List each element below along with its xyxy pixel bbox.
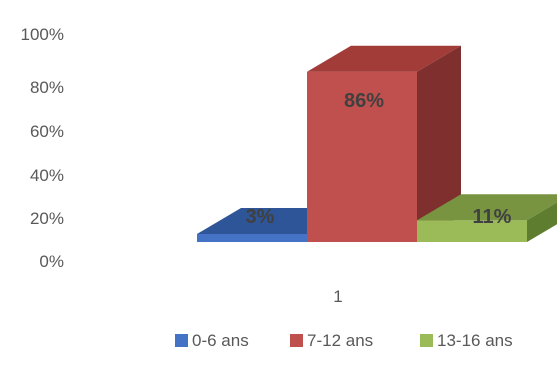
bar-3d-7-12-ans — [307, 45, 461, 242]
y-axis: 0% 20% 40% 60% 80% 100% — [21, 25, 64, 271]
bar-top — [307, 45, 461, 72]
bar-side — [527, 202, 557, 242]
data-label: 11% — [473, 206, 512, 228]
data-labels: 3% 86% 11% — [246, 90, 512, 228]
y-tick-label: 80% — [30, 78, 64, 97]
bar-3d-13-16-ans — [417, 194, 557, 242]
y-tick-label: 100% — [21, 25, 64, 44]
bar-front — [197, 234, 307, 242]
data-label: 86% — [344, 90, 384, 112]
bar-side — [417, 45, 461, 242]
legend-swatch — [420, 334, 433, 347]
x-category-label: 1 — [333, 287, 342, 306]
bar-front — [307, 71, 417, 242]
y-tick-label: 60% — [30, 122, 64, 141]
legend-swatch — [175, 334, 188, 347]
bar-front — [417, 220, 527, 242]
bars — [197, 45, 557, 242]
bar-top — [417, 194, 557, 221]
legend-label: 7-12 ans — [307, 331, 373, 350]
data-label: 3% — [246, 206, 275, 228]
legend-item: 7-12 ans — [290, 331, 373, 350]
legend-label: 13-16 ans — [437, 331, 513, 350]
legend-item: 13-16 ans — [420, 331, 513, 350]
legend-label: 0-6 ans — [192, 331, 249, 350]
legend-item: 0-6 ans — [175, 331, 249, 350]
legend: 0-6 ans 7-12 ans 13-16 ans — [175, 331, 513, 350]
y-tick-label: 20% — [30, 209, 64, 228]
y-tick-label: 40% — [30, 166, 64, 185]
y-tick-label: 0% — [39, 252, 64, 271]
legend-swatch — [290, 334, 303, 347]
